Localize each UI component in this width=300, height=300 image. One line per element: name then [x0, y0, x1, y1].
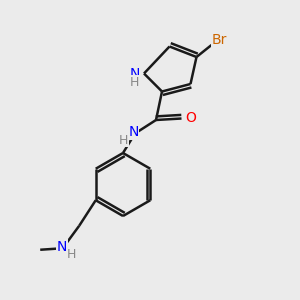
- Text: H: H: [67, 248, 76, 261]
- Text: N: N: [129, 67, 140, 80]
- Text: N: N: [57, 240, 67, 254]
- Text: H: H: [130, 76, 139, 89]
- Text: O: O: [185, 112, 196, 125]
- Text: N: N: [128, 125, 139, 139]
- Text: Br: Br: [212, 33, 227, 47]
- Text: H: H: [119, 134, 128, 147]
